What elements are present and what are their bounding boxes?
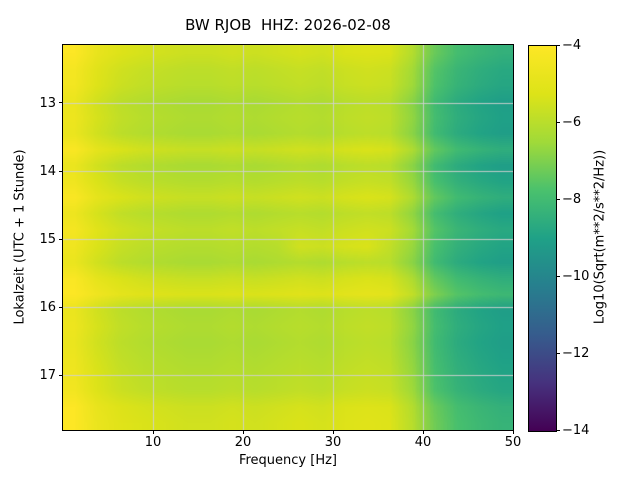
y-tick-mark <box>59 306 63 308</box>
y-tick-mark <box>59 102 63 104</box>
x-tick-mark <box>422 430 424 434</box>
colorbar-tick-mark <box>556 275 560 277</box>
y-tick-mark <box>59 170 63 172</box>
y-tick-mark <box>59 374 63 376</box>
colorbar-tick-label: −12 <box>562 346 590 361</box>
x-tick-label: 20 <box>234 435 252 450</box>
colorbar <box>528 45 557 432</box>
y-tick-label: 13 <box>39 95 56 111</box>
x-tick-mark <box>242 430 244 434</box>
x-tick-label: 30 <box>324 435 342 450</box>
colorbar-tick-label: −4 <box>562 38 582 53</box>
colorbar-tick-label: −10 <box>562 269 590 284</box>
x-tick-mark <box>512 430 514 434</box>
x-tick-label: 40 <box>414 435 432 450</box>
chart-title: BW RJOB HHZ: 2026-02-08 <box>185 16 391 34</box>
x-tick-label: 10 <box>144 435 162 450</box>
colorbar-tick-mark <box>556 121 560 123</box>
y-tick-label: 15 <box>39 232 56 248</box>
colorbar-tick-mark <box>556 352 560 354</box>
y-tick-mark <box>59 238 63 240</box>
x-tick-mark <box>152 430 154 434</box>
y-tick-label: 16 <box>39 300 56 316</box>
colorbar-tick-mark <box>556 44 560 46</box>
colorbar-tick-mark <box>556 429 560 431</box>
x-tick-mark <box>332 430 334 434</box>
colorbar-tick-label: −14 <box>562 423 590 438</box>
x-axis-label: Frequency [Hz] <box>238 453 338 468</box>
spectrogram-heatmap <box>63 45 513 430</box>
colorbar-tick-label: −6 <box>562 115 582 130</box>
colorbar-tick-mark <box>556 198 560 200</box>
x-tick-label: 50 <box>504 435 522 450</box>
y-tick-label: 14 <box>39 164 56 180</box>
colorbar-label: Log10(Sqrt(m**2/s**2/Hz)) <box>592 149 608 325</box>
colorbar-tick-label: −8 <box>562 192 582 207</box>
y-tick-label: 17 <box>39 368 56 384</box>
